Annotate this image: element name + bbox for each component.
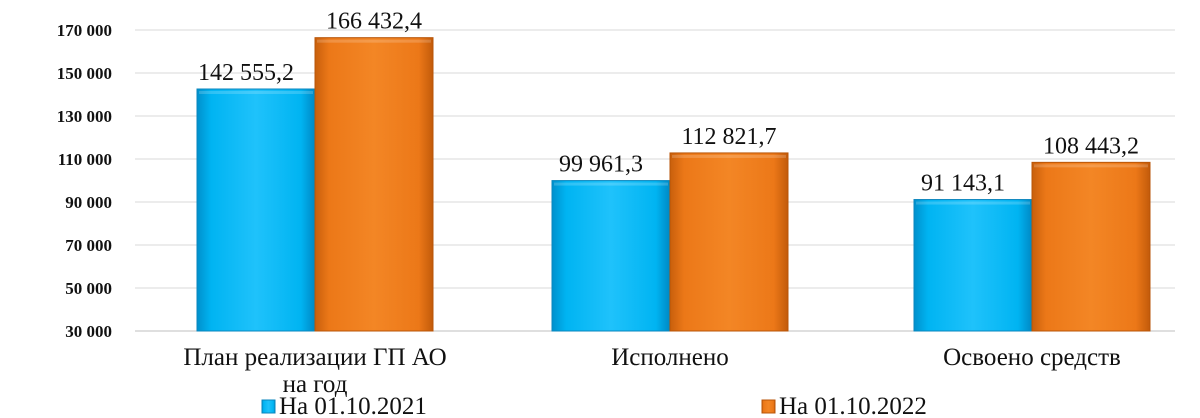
- bar-2022-cat-1: [669, 152, 789, 332]
- bar-2021-cat-2: [913, 199, 1033, 332]
- data-label: 108 443,2: [1043, 133, 1139, 159]
- bar-2021-cat-1: [551, 180, 671, 332]
- y-tick-label: 30 000: [65, 322, 112, 341]
- y-tick-label: 110 000: [58, 150, 112, 169]
- y-tick-label: 150 000: [57, 64, 112, 83]
- y-axis-ticks: 30 000 50 000 70 000 90 000 110 000 130 000 15…: [57, 21, 112, 341]
- data-label: 166 432,4: [326, 9, 422, 35]
- category-label: План реализации ГП АО: [183, 344, 446, 371]
- category-label: Освоено средств: [943, 344, 1121, 371]
- legend-label: На 01.10.2021: [279, 393, 427, 418]
- bars: [196, 37, 1151, 332]
- y-tick-label: 130 000: [57, 107, 112, 126]
- category-label: на год: [283, 371, 348, 398]
- bar-highlight: [672, 154, 786, 158]
- bar-highlight: [554, 182, 668, 186]
- data-label: 142 555,2: [198, 60, 294, 86]
- y-tick-label: 70 000: [65, 236, 112, 255]
- legend-label: На 01.10.2022: [779, 393, 927, 418]
- bar-2022-cat-2: [1031, 161, 1151, 332]
- data-label: 112 821,7: [681, 124, 776, 150]
- data-label: 99 961,3: [559, 152, 643, 178]
- legend: На 01.10.2021 На 01.10.2022: [261, 393, 927, 418]
- bar-2022-cat-0: [314, 37, 434, 332]
- y-tick-label: 170 000: [57, 21, 112, 40]
- bar-highlight: [1034, 164, 1148, 168]
- y-tick-label: 50 000: [65, 279, 112, 298]
- bar-highlight: [199, 91, 313, 95]
- legend-swatch: [761, 399, 776, 414]
- legend-swatch: [261, 399, 276, 414]
- bar-highlight: [317, 39, 431, 43]
- y-tick-label: 90 000: [65, 193, 112, 212]
- bar-2021-cat-0: [196, 88, 316, 332]
- category-label: Исполнено: [611, 344, 729, 371]
- bar-highlight: [916, 201, 1030, 205]
- data-label: 91 143,1: [921, 171, 1005, 197]
- data-labels: 142 555,2 166 432,4 99 961,3 112 821,7 91 14…: [198, 9, 1139, 197]
